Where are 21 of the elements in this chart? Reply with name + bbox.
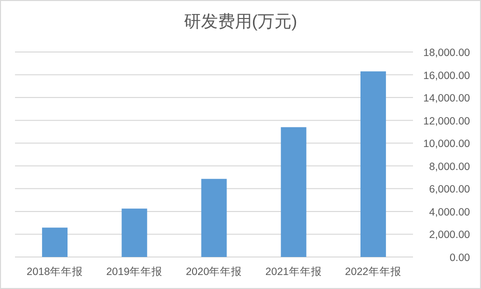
bar bbox=[360, 71, 386, 257]
bar bbox=[42, 228, 68, 257]
y-tick-label: 0.00 bbox=[450, 252, 470, 264]
bar bbox=[201, 178, 227, 257]
x-tick-label: 2021年年报 bbox=[265, 266, 322, 278]
chart-title: 研发费用(万元) bbox=[184, 12, 298, 31]
x-tick-label: 2020年年报 bbox=[186, 266, 242, 278]
y-tick-label: 6,000.00 bbox=[429, 184, 470, 196]
y-tick-label: 16,000.00 bbox=[423, 70, 470, 82]
y-tick-label: 12,000.00 bbox=[423, 115, 470, 128]
y-tick-label: 8,000.00 bbox=[429, 160, 470, 173]
x-tick-label: 2019年年报 bbox=[106, 266, 163, 278]
bar bbox=[280, 127, 306, 257]
y-tick-label: 18,000.00 bbox=[423, 47, 470, 59]
bar bbox=[122, 208, 148, 257]
y-tick-label: 4,000.00 bbox=[429, 206, 470, 218]
y-tick-label: 2,000.00 bbox=[429, 229, 470, 242]
x-tick-label: 2022年年报 bbox=[345, 266, 402, 278]
y-tick-label: 14,000.00 bbox=[423, 92, 470, 105]
x-tick-label: 2018年年报 bbox=[26, 266, 83, 278]
y-tick-label: 10,000.00 bbox=[423, 138, 470, 150]
